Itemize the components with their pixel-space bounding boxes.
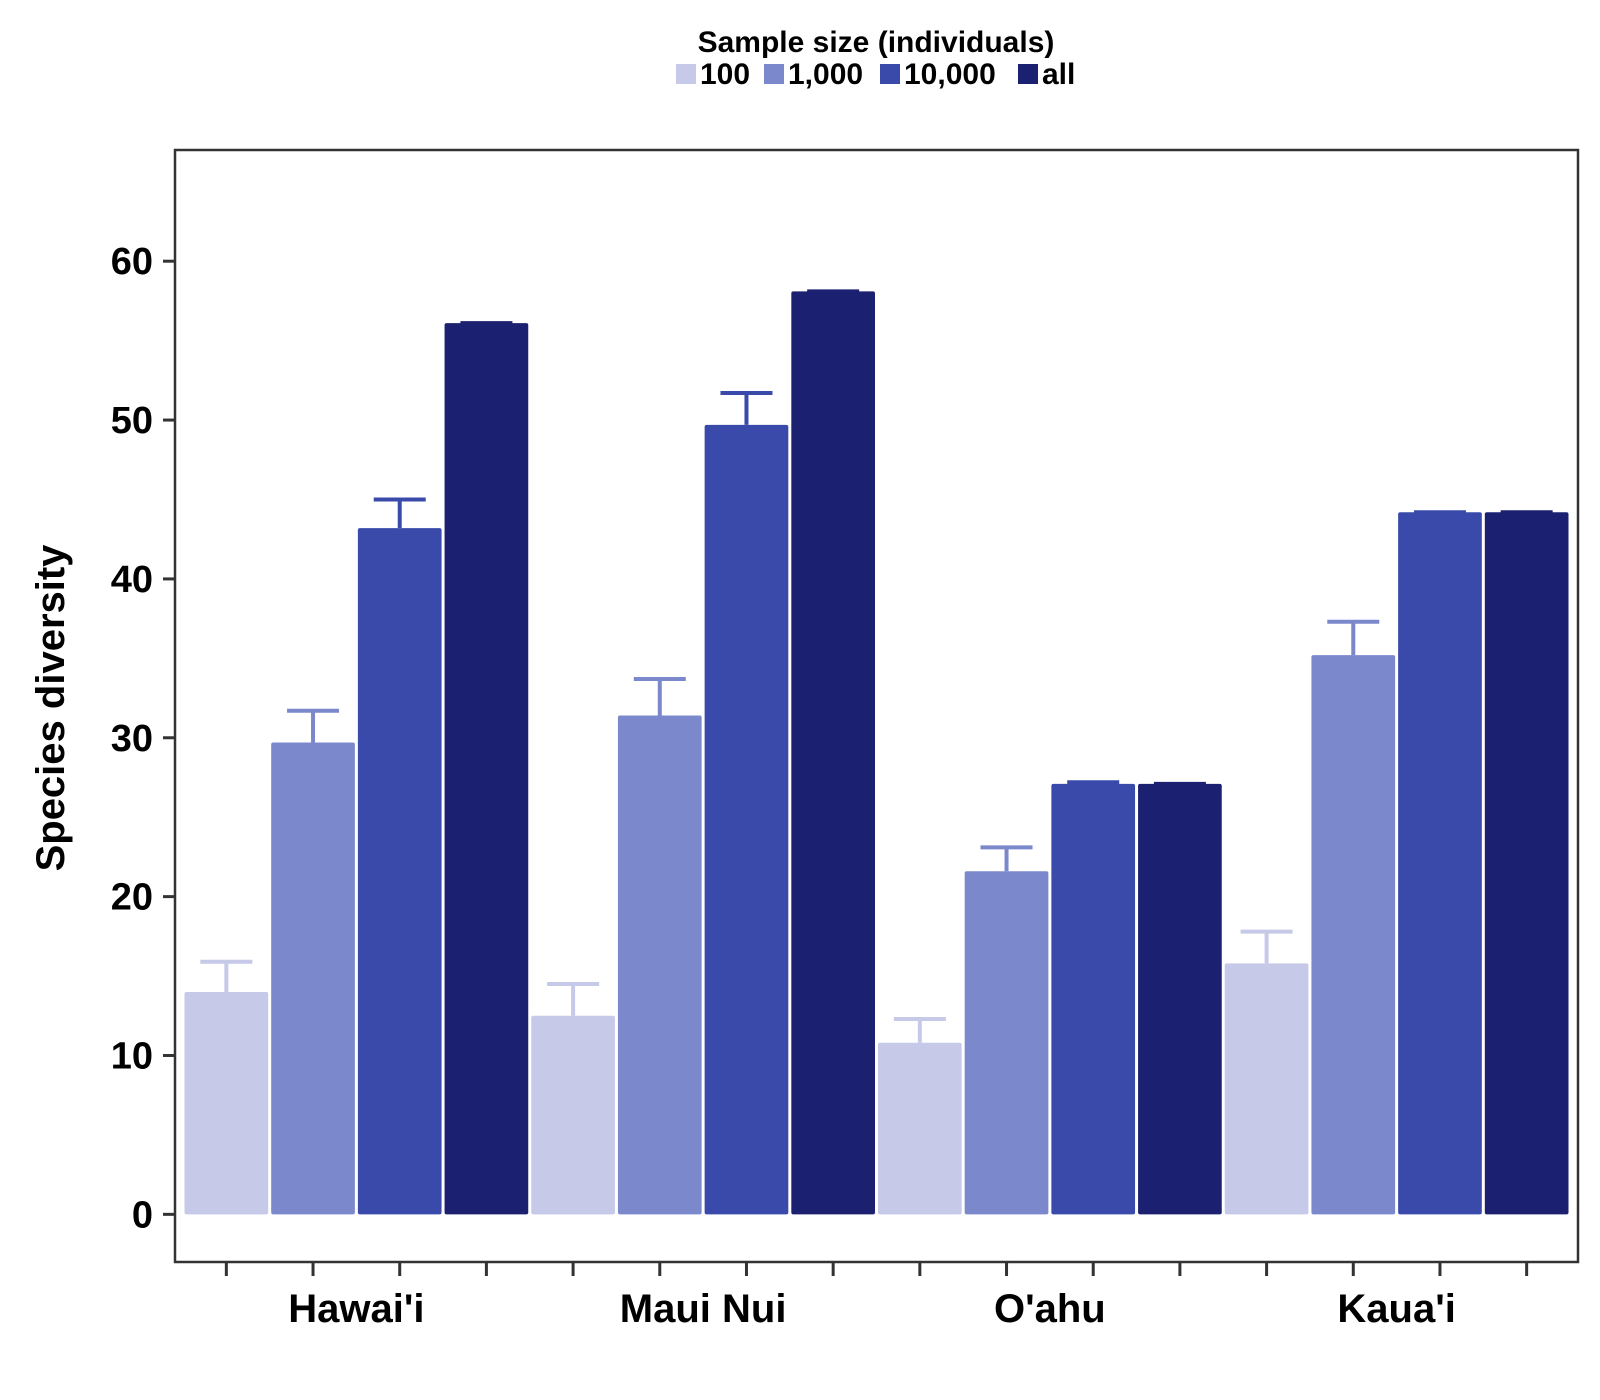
legend-swatch (1018, 64, 1038, 84)
legend: Sample size (individuals) 100 1,000 10,000… (676, 26, 1075, 91)
x-tick-label: Hawai'i (288, 1287, 424, 1331)
bar-maui-nui-10000 (704, 424, 789, 1215)
bar-o-ahu-all (1138, 783, 1222, 1215)
y-tick-label: 60 (111, 241, 153, 283)
legend-label: 10,000 (904, 58, 996, 91)
bar-kaua-i-10000 (1398, 512, 1482, 1215)
bar-hawai-i-100 (184, 991, 269, 1215)
plot-area: 0 10 20 30 40 50 60 Hawai'i Maui Nui O'ahu Kaua'i (111, 148, 1580, 1331)
y-tick-label: 0 (132, 1194, 153, 1236)
y-tick-label: 10 (111, 1035, 153, 1077)
bar-maui-nui-1000 (617, 715, 702, 1215)
bar-hawai-i-10000 (357, 528, 442, 1215)
plot-frame (173, 148, 1580, 1264)
legend-label: 1,000 (788, 58, 863, 91)
bar-maui-nui-all (791, 291, 875, 1215)
bar-o-ahu-1000 (964, 871, 1049, 1215)
y-axis-title: Species diversity (29, 544, 73, 872)
bar-hawai-i-1000 (271, 742, 355, 1215)
bar-kaua-i-1000 (1311, 655, 1396, 1215)
legend-label: 100 (700, 58, 750, 91)
legend-swatch (676, 64, 696, 84)
y-tick-label: 30 (111, 718, 153, 760)
x-tick-label: O'ahu (994, 1287, 1106, 1331)
y-tick-label: 40 (111, 559, 153, 601)
bar-o-ahu-10000 (1051, 783, 1136, 1215)
legend-swatch (764, 64, 784, 84)
bar-kaua-i-100 (1224, 963, 1309, 1215)
x-tick-label: Maui Nui (620, 1287, 787, 1331)
bar-maui-nui-100 (531, 1015, 615, 1215)
legend-swatch (880, 64, 900, 84)
legend-label: all (1042, 58, 1075, 91)
bar-kaua-i-all (1484, 512, 1569, 1215)
x-tick-label: Kaua'i (1337, 1287, 1455, 1331)
y-tick-label: 50 (111, 400, 153, 442)
legend-title: Sample size (individuals) (698, 26, 1055, 59)
bar-hawai-i-all (444, 323, 529, 1215)
y-tick-label: 20 (111, 877, 153, 919)
bar-o-ahu-100 (878, 1042, 962, 1215)
